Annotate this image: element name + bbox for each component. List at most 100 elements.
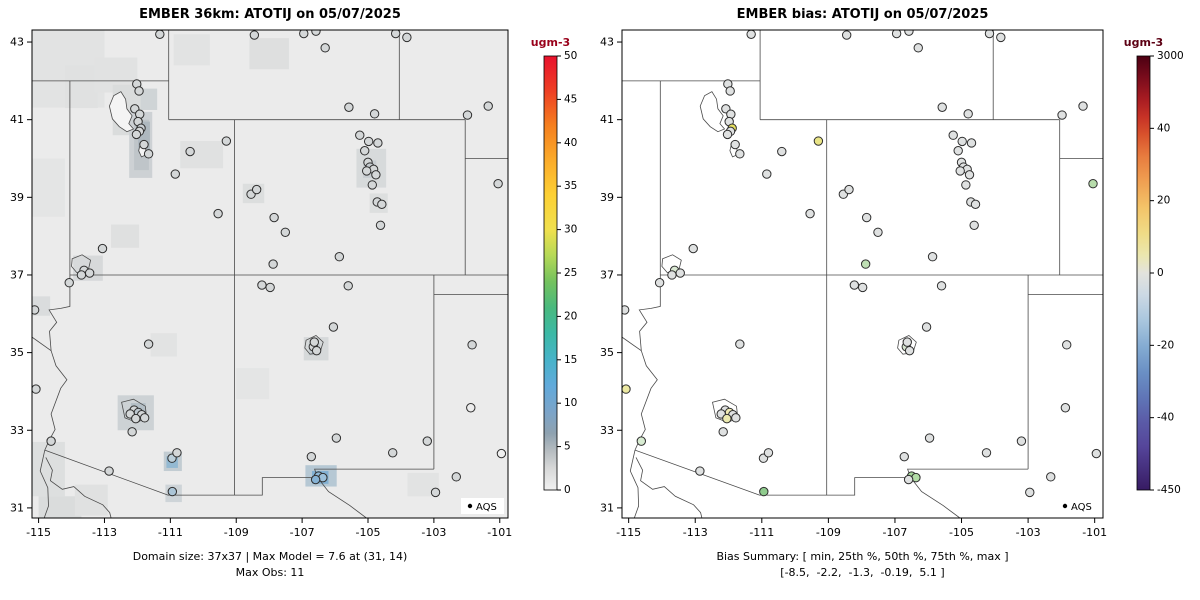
station-point [841,30,852,40]
colorbar-tick-label: 50 [564,50,577,62]
station-point [636,436,647,446]
station-point [299,30,309,39]
station-point [143,339,154,349]
station-point [718,427,728,437]
station-point [269,212,279,223]
legend-box [461,498,504,514]
colorbar-tick-label: 20 [564,310,577,322]
x-tick-label: -101 [487,526,512,539]
model-caption-line2: Max Obs: 11 [235,566,305,579]
legend-box [1056,498,1099,514]
station-point [360,146,370,156]
model-panel-title: EMBER 36km: ATOTIJ on 05/07/2025 [139,7,401,22]
bias-map-layer [622,30,1103,518]
station-point [763,448,774,458]
station-point [927,252,938,262]
y-tick-label: 41 [600,113,614,126]
colorbar-tick-label: 0 [564,484,571,496]
x-tick-label: -107 [290,526,315,539]
colorbar-tick-label: 5 [564,441,571,453]
state-border [907,468,1029,478]
station-point [251,184,262,195]
y-tick-label: 35 [600,346,614,359]
station-point [213,208,223,219]
station-point [32,305,40,315]
station-point [622,384,631,394]
x-tick-label: -101 [1082,526,1107,539]
station-point [1046,472,1056,482]
raster-cell [138,121,150,153]
x-tick-label: -113 [92,526,117,539]
state-border [634,449,911,496]
colorbar-tick-label: 3000 [1157,50,1184,62]
station-point [904,30,914,36]
station-point [921,322,932,332]
station-point [961,180,971,190]
station-point [969,220,979,230]
x-tick-label: -107 [882,526,907,539]
y-tick-label: 39 [10,191,24,204]
station-point [1025,487,1035,498]
station-point [899,451,909,462]
station-point [311,30,321,36]
plot-box [31,29,509,519]
state-border [317,477,367,518]
station-point [134,86,144,96]
station-point [731,413,741,423]
colorbar [1136,55,1151,491]
station-point [306,451,317,462]
station-point [375,220,386,230]
station-point [185,146,195,157]
station-point [249,30,260,40]
station-point [762,169,772,179]
station-point [280,227,291,237]
station-point [996,32,1006,43]
station-point [966,138,977,148]
station-point [777,146,787,157]
station-point [167,486,178,497]
station-point [402,32,412,43]
station-point [675,268,685,278]
plot-box [621,29,1104,519]
station-point [331,433,342,443]
x-tick-label: -105 [949,526,974,539]
x-tick-label: -111 [749,526,774,539]
raster-cell [236,368,270,400]
lake-outline [699,91,726,133]
station-point [964,170,975,180]
station-point [343,281,353,291]
colorbar-tick-label: 45 [564,93,577,105]
station-point [221,136,232,146]
x-tick-label: -111 [158,526,183,539]
bias-caption-line1: Bias Summary: [ min, 25th %, 50th %, 75t… [716,550,1009,563]
station-point [725,86,735,96]
state-border [44,275,71,451]
colorbar-tick-label: 40 [564,137,577,149]
station-point [955,166,965,176]
station-point [695,466,705,476]
station-point [1091,448,1102,459]
station-point [860,259,871,269]
station-point [984,30,995,39]
bias-panel-title: EMBER bias: ATOTIJ on 05/07/2025 [736,7,989,22]
station-point [924,433,935,443]
raster-cell [140,88,158,110]
y-tick-label: 39 [600,191,614,204]
station-point [730,139,740,150]
legend-label: AQS [1071,502,1092,513]
station-point [131,413,141,424]
y-tick-label: 43 [600,36,614,49]
y-tick-label: 31 [600,501,614,514]
station-point [139,139,149,150]
station-point [1088,179,1098,189]
station-point [654,278,665,288]
model-caption: Domain size: 37x37 | Max Model = 7.6 at … [32,549,508,581]
x-tick-label: -113 [683,526,708,539]
station-point [813,136,824,146]
state-border [39,450,49,518]
colorbar [543,55,558,491]
raster-cell [150,333,177,357]
bias-caption-line2: [-8.5, -2.2, -1.3, -0.19, 5.1 ] [780,566,945,579]
station-point [1078,101,1088,111]
